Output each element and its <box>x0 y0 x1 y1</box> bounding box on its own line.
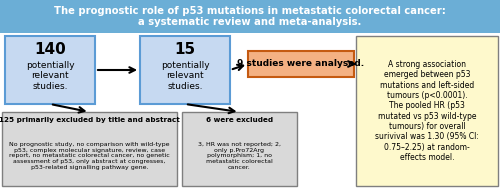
FancyBboxPatch shape <box>2 112 177 186</box>
FancyBboxPatch shape <box>5 36 95 104</box>
Text: 6 were excluded: 6 were excluded <box>206 117 273 123</box>
FancyBboxPatch shape <box>0 0 500 33</box>
Text: potentially
relevant
studies.: potentially relevant studies. <box>160 61 210 91</box>
Text: 3, HR was not reported; 2,
only p.Pro72Arg
polymorphism; 1, no
metastatic colore: 3, HR was not reported; 2, only p.Pro72A… <box>198 142 281 170</box>
FancyBboxPatch shape <box>140 36 230 104</box>
Text: 140: 140 <box>34 42 66 57</box>
FancyBboxPatch shape <box>356 36 498 186</box>
Text: The prognostic role of p53 mutations in metastatic colorectal cancer:
a systemat: The prognostic role of p53 mutations in … <box>54 6 446 27</box>
Text: 15: 15 <box>174 42 196 57</box>
Text: No prognostic study, no comparison with wild-type
p53, complex molecular signatu: No prognostic study, no comparison with … <box>9 142 170 170</box>
Text: 125 primarily excluded by title and abstract: 125 primarily excluded by title and abst… <box>0 117 180 123</box>
FancyBboxPatch shape <box>182 112 297 186</box>
Text: potentially
relevant
studies.: potentially relevant studies. <box>26 61 74 91</box>
Text: A strong association
emerged between p53
mutations and left-sided
tumours (p<0.0: A strong association emerged between p53… <box>375 60 479 162</box>
Text: 9 studies were analysed.: 9 studies were analysed. <box>238 59 364 68</box>
FancyBboxPatch shape <box>248 51 354 77</box>
